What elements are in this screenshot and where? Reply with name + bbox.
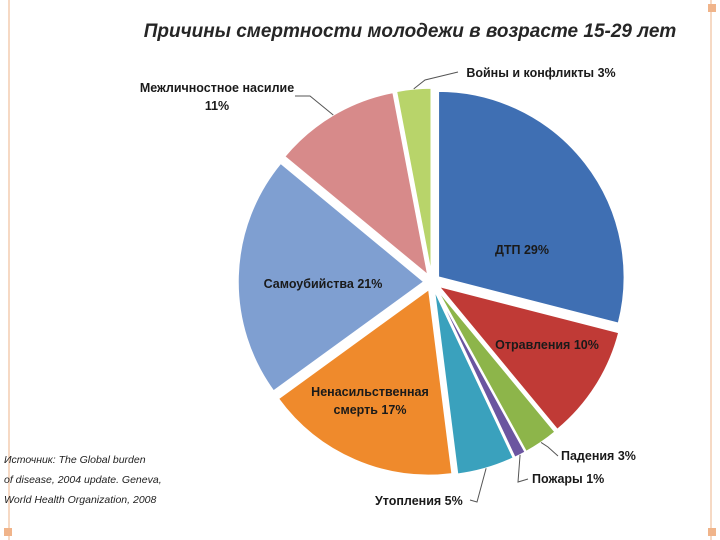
slice-label-utoplenia: Утопления 5%: [375, 494, 463, 508]
slice-label-mezhlichn-line2: 11%: [205, 99, 229, 113]
slice-label-samoubiystva: Самоубийства 21%: [264, 277, 383, 291]
left-border-decoration: [8, 0, 20, 540]
pie-slice-otravlenia: [436, 284, 620, 431]
leader-line-utoplenia: [469, 468, 487, 503]
leader-line-padenia: [540, 442, 559, 457]
slice-label-nenasil-line1: Ненасильственная: [311, 385, 429, 399]
source-note: Источник: The Global burden of disease, …: [4, 450, 184, 510]
pie-slices: [237, 87, 626, 477]
corner-decoration: [708, 528, 716, 536]
leader-lines: [295, 71, 559, 503]
leader-line-mezhlichn: [295, 95, 334, 116]
corner-decoration: [708, 4, 716, 12]
slice-label-otravlenia: Отравления 10%: [495, 338, 599, 352]
pie-slice-nenasil: [277, 287, 453, 477]
leader-line-voyny: [413, 71, 459, 90]
pie-slice-samoubiystva: [237, 162, 426, 393]
corner-decoration: [4, 528, 12, 536]
pie-slice-voyny: [395, 87, 432, 275]
slice-label-padenia: Падения 3%: [561, 449, 636, 463]
source-line: Источник: The Global burden: [4, 454, 146, 466]
right-border-decoration: [700, 0, 712, 540]
chart-title: Причины смертности молодежи в возрасте 1…: [144, 21, 677, 42]
source-line: of disease, 2004 update. Geneva,: [4, 474, 162, 486]
slice-label-mezhlichn-line1: Межличностное насилие: [140, 81, 294, 95]
slice-label-voyny: Войны и конфликты 3%: [466, 66, 615, 80]
slice-label-nenasil-line2: смерть 17%: [334, 403, 407, 417]
leader-line-pozhary: [517, 454, 529, 483]
slice-label-dtp: ДТП 29%: [495, 243, 549, 257]
pie-slice-dtp: [437, 90, 626, 325]
source-line: World Health Organization, 2008: [4, 494, 157, 506]
slice-label-pozhary: Пожары 1%: [532, 472, 604, 486]
